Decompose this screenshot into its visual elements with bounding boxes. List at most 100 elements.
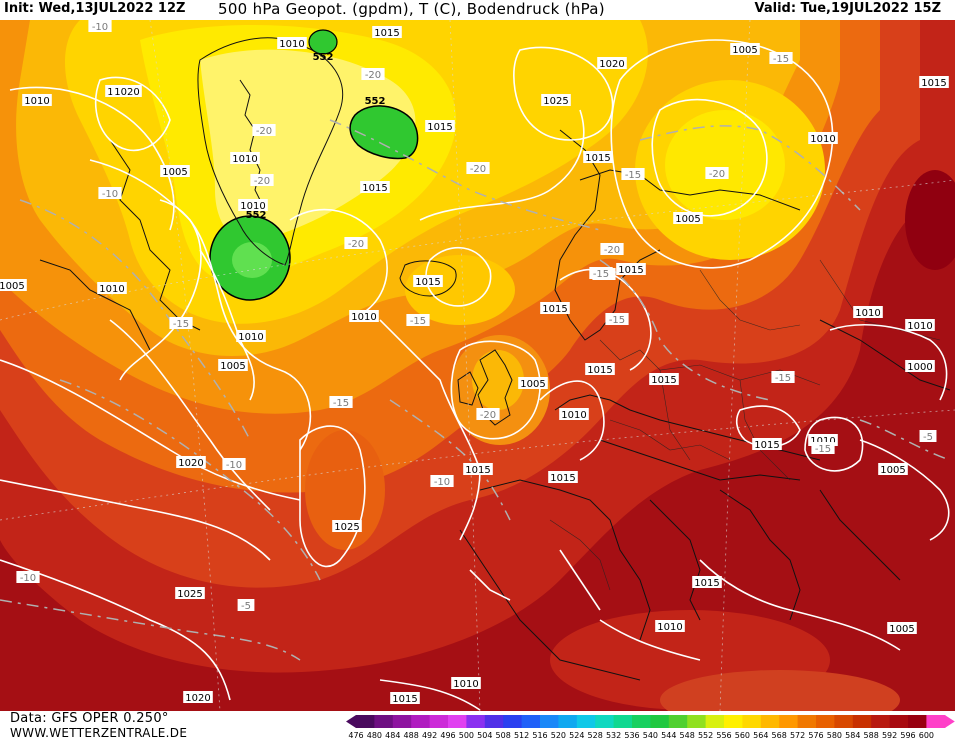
isobar-label-text: 1015 <box>921 78 946 89</box>
isobar-label-text: 1010 <box>279 39 304 50</box>
legend-tick-label: 496 <box>440 731 455 740</box>
isobar-label-text: 1020 <box>185 693 210 704</box>
isobar-label: 1000 <box>905 360 935 373</box>
isotherm-label: -5 <box>919 430 937 443</box>
isobar-label-box <box>413 275 443 287</box>
isobar-label-box <box>518 377 548 389</box>
isobar-label-box <box>390 692 420 704</box>
isobar-label: 1015 <box>360 181 390 194</box>
legend-swatch <box>540 715 559 728</box>
isobar-label-text: 1010 <box>855 308 880 319</box>
isobar-label-box <box>649 373 679 385</box>
isotherm-label: -20 <box>250 174 274 187</box>
legend-swatch <box>558 715 578 728</box>
isobar-label: 1015 <box>616 263 646 276</box>
legend-swatch <box>779 715 799 728</box>
isotherm-label-text: -15 <box>775 373 791 384</box>
legend-tick-label: 488 <box>404 731 419 740</box>
isotherm-label-box <box>169 317 193 329</box>
isobar-label-text: 1005 <box>0 281 25 292</box>
isotherm-label-text: -20 <box>480 410 496 421</box>
isobar-label: 1005 <box>0 279 27 292</box>
isobar-label: 1010 <box>655 620 685 633</box>
isobar-label-box <box>597 57 627 69</box>
isotherm-label-text: -5 <box>241 601 251 612</box>
isobar-label: 1010 <box>905 319 935 332</box>
isotherm-label-text: -20 <box>365 70 381 81</box>
isobar-label-text: 1010 <box>907 321 932 332</box>
isotherm-label-text: -20 <box>604 245 620 256</box>
isotherm-label-text: -20 <box>254 176 270 187</box>
isobar-label: 1010 <box>349 310 379 323</box>
geopotential-label: 552 <box>246 210 267 221</box>
isobar-label-text: 1005 <box>732 45 757 56</box>
legend-tick-label: 540 <box>643 731 658 740</box>
legend-swatch <box>797 715 817 728</box>
isobar-label: 1005 <box>518 377 548 390</box>
isotherm-label: -20 <box>252 124 276 137</box>
isobar-label-text: 1005 <box>162 167 187 178</box>
isobar-label: 1005 <box>218 359 248 372</box>
isobar-label: 1005 <box>673 212 703 225</box>
isobar-label-box <box>463 463 493 475</box>
isobar-label: 1015 <box>463 463 493 476</box>
legend-swatch <box>760 715 780 728</box>
isobar-label-text: 1015 <box>465 465 490 476</box>
isotherm-label: -15 <box>169 317 193 330</box>
isobar-label: 1015 <box>372 26 402 39</box>
isobar-label-text: 1020 <box>599 59 624 70</box>
isotherm-label-text: -20 <box>256 126 272 137</box>
legend-tick-label: 520 <box>551 731 566 740</box>
valid-time: Valid: Tue,19JUL2022 15Z <box>754 1 941 16</box>
isobar-label-box <box>887 622 917 634</box>
field-green-greenland-low-core <box>232 242 272 278</box>
isobar-label-box <box>878 463 908 475</box>
legend-swatch <box>429 715 449 728</box>
isobar-label-box <box>808 132 838 144</box>
isobar-label: 1015 <box>390 692 420 705</box>
isobar-label-text: 1015 <box>587 365 612 376</box>
isotherm-label: -5 <box>237 599 255 612</box>
isobar-label-box <box>425 120 455 132</box>
isobar-label: 1025 <box>332 520 362 533</box>
legend-tick-label: 580 <box>827 731 842 740</box>
legend-swatch <box>871 715 891 728</box>
isotherm-label-box <box>476 408 500 420</box>
isobar-label-text: 1010 <box>561 410 586 421</box>
legend-labels: 476 480 484 488 492 496 500 504 508 512 516 520 524 5… <box>348 731 934 740</box>
isobar-label-box <box>332 520 362 532</box>
isotherm-label-box <box>252 124 276 136</box>
legend-swatch <box>521 715 541 728</box>
isobar-label: 1010 <box>277 37 307 50</box>
isobar-label-text: 1015 <box>694 578 719 589</box>
isotherm-label-text: -10 <box>102 189 118 200</box>
legend-swatch <box>834 715 854 728</box>
legend-tick-label: 600 <box>919 731 934 740</box>
isobar-label-text: 1010 <box>240 201 265 212</box>
isobar-label: 1015 <box>585 363 615 376</box>
isobar-label-box <box>238 199 268 211</box>
isobar-label-box <box>183 691 213 703</box>
geopotential-label: 552 <box>313 52 334 63</box>
isobar-label-text: 1005 <box>220 361 245 372</box>
isobar-label: 1025 <box>541 94 571 107</box>
legend-swatch <box>852 715 872 728</box>
isotherm-label: -10 <box>98 187 122 200</box>
isotherm-label-box <box>705 167 729 179</box>
isobar-label: 1020 <box>183 691 213 704</box>
legend-swatch <box>374 715 394 728</box>
isobar-label-text: 1010 <box>453 679 478 690</box>
legend-swatch <box>613 715 633 728</box>
legend-tick-label: 524 <box>569 731 584 740</box>
isobar-label: 1005 <box>878 463 908 476</box>
isobar-label-box <box>919 76 949 88</box>
isobar-label-box <box>236 330 266 342</box>
legend-swatch <box>466 715 486 728</box>
isobar-label: 1020 <box>176 456 206 469</box>
isotherm-label-text: -15 <box>410 316 426 327</box>
isobar-label: 1005 <box>730 43 760 56</box>
isobar-label-box <box>559 408 589 420</box>
isobar-label: 1015 <box>548 471 578 484</box>
legend-tick-label: 500 <box>459 731 474 740</box>
legend-swatch <box>816 715 835 728</box>
